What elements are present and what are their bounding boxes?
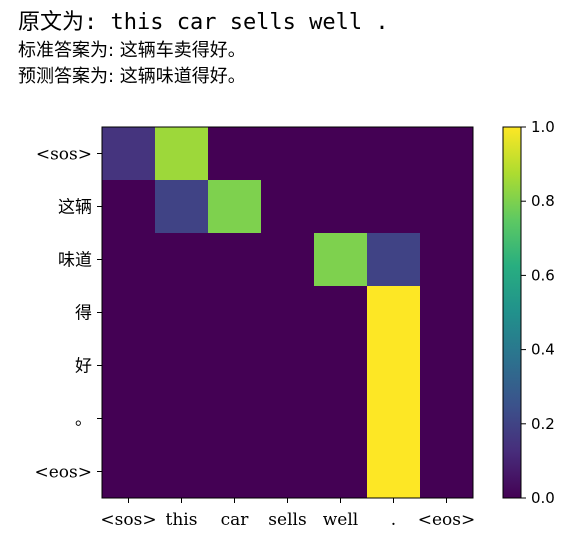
heatmap-cell — [420, 286, 474, 340]
colorbar — [502, 126, 522, 499]
source-sentence-line: 原文为: this car sells well . — [18, 10, 389, 35]
heatmap-cell — [314, 286, 368, 340]
heatmap-cell — [155, 445, 209, 499]
y-tick-label: 。 — [75, 410, 92, 430]
heatmap-cell — [208, 339, 262, 393]
heatmap-cell — [367, 127, 421, 181]
y-tick-label: 这辆 — [58, 198, 92, 218]
colorbar-tick-label: 0.8 — [531, 192, 555, 210]
y-tick-label: 得 — [75, 304, 92, 324]
heatmap-cell — [155, 392, 209, 446]
colorbar-tick-label: 0.6 — [531, 266, 555, 284]
y-tick-label: <sos> — [36, 145, 92, 165]
colorbar-ticks: 0.0 0.2 0.4 0.6 0.8 1.0 — [521, 118, 555, 507]
heatmap-cell — [261, 233, 315, 287]
x-tick-label: this — [166, 510, 198, 530]
heatmap-cell — [208, 180, 262, 234]
heatmap-cell — [261, 180, 315, 234]
x-tick-label: well — [323, 510, 359, 530]
heatmap-cell — [314, 233, 368, 287]
heatmap-cell — [261, 339, 315, 393]
heatmap-cell — [208, 445, 262, 499]
y-axis-ticks: <sos> 这辆味道得好。 <eos> — [34, 145, 102, 483]
heatmap-cell — [208, 392, 262, 446]
heatmap-cell — [420, 339, 474, 393]
heatmap-cell — [208, 233, 262, 287]
colorbar-tick-label: 0.4 — [531, 341, 555, 359]
y-tick-label: <eos> — [34, 463, 92, 483]
x-tick-label: car — [221, 510, 250, 530]
heatmap-cell — [261, 127, 315, 181]
x-tick-label: sells — [268, 510, 306, 530]
heatmap-cell — [314, 445, 368, 499]
x-tick-label: <eos> — [418, 510, 476, 530]
heatmap-cell — [102, 127, 156, 181]
heatmap-cell — [314, 392, 368, 446]
heatmap-cell — [208, 286, 262, 340]
heatmap-cell — [420, 445, 474, 499]
heatmap-cell — [420, 127, 474, 181]
heatmap-cell — [155, 180, 209, 234]
predicted-answer-line: 预测答案为: 这辆味道得好。 — [18, 66, 246, 87]
heatmap-cell — [367, 392, 421, 446]
heatmap-cell — [102, 339, 156, 393]
heatmap-cell — [102, 445, 156, 499]
heatmap-cell — [314, 339, 368, 393]
y-tick-label: 味道 — [58, 251, 92, 271]
x-axis-ticks: <sos> this car sells well. <eos> — [100, 498, 475, 530]
heatmap-cell — [420, 233, 474, 287]
heatmap-cells — [102, 127, 474, 499]
heatmap-cell — [155, 127, 209, 181]
heatmap-cell — [261, 445, 315, 499]
heatmap-cell — [102, 392, 156, 446]
heatmap-cell — [314, 127, 368, 181]
heatmap-cell — [314, 180, 368, 234]
heatmap-cell — [102, 180, 156, 234]
heatmap-cell — [261, 286, 315, 340]
heatmap-cell — [102, 233, 156, 287]
heatmap-cell — [367, 339, 421, 393]
colorbar-tick-label: 1.0 — [531, 118, 555, 136]
colorbar-tick-label: 0.2 — [531, 415, 555, 433]
heatmap-cell — [261, 392, 315, 446]
heatmap-cell — [208, 127, 262, 181]
heatmap-cell — [367, 233, 421, 287]
x-tick-label: . — [391, 510, 396, 530]
reference-answer-line: 标准答案为: 这辆车卖得好。 — [18, 40, 246, 61]
heatmap-cell — [155, 339, 209, 393]
heatmap-cell — [155, 233, 209, 287]
y-tick-label: 好 — [75, 357, 92, 377]
heatmap-cell — [420, 392, 474, 446]
heatmap-cell — [102, 286, 156, 340]
colorbar-tick-label: 0.0 — [531, 489, 555, 507]
heatmap-cell — [367, 180, 421, 234]
heatmap-cell — [420, 180, 474, 234]
x-tick-label: <sos> — [100, 510, 156, 530]
heatmap-cell — [367, 286, 421, 340]
heatmap-cell — [367, 445, 421, 499]
heatmap-cell — [155, 286, 209, 340]
